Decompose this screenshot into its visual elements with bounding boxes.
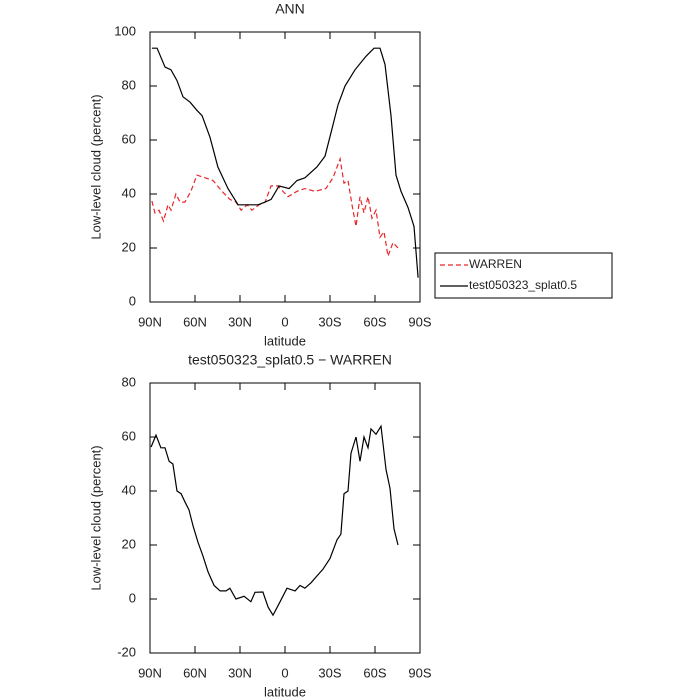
x-tick-label: 60S: [363, 314, 386, 329]
y-tick-label: 60: [122, 428, 136, 443]
x-tick-label: 30S: [318, 314, 341, 329]
x-tick-label: 30N: [228, 314, 252, 329]
y-tick-label: 80: [122, 374, 136, 389]
legend-label: test050323_splat0.5: [469, 278, 577, 292]
series-line: [151, 47, 419, 278]
y-tick-label: 40: [122, 482, 136, 497]
y-tick-label: 0: [129, 293, 136, 308]
x-tick-label: 90S: [408, 665, 431, 680]
legend-box: [434, 252, 613, 299]
x-tick-label: 60S: [363, 665, 386, 680]
x-tick-label: 0: [281, 665, 288, 680]
y-axis-label: Low-level cloud (percent): [88, 94, 103, 239]
y-tick-label: 80: [122, 77, 136, 92]
x-tick-label: 60N: [183, 314, 207, 329]
x-axis-label: latitude: [264, 333, 306, 348]
y-tick-label: 100: [114, 23, 136, 38]
x-tick-label: 0: [281, 314, 288, 329]
legend-label: WARREN: [469, 257, 522, 271]
y-tick-label: 60: [122, 131, 136, 146]
series-line: [150, 424, 399, 617]
y-tick-label: 40: [122, 185, 136, 200]
x-tick-label: 90N: [138, 665, 162, 680]
y-axis-label: Low-level cloud (percent): [88, 445, 103, 590]
x-tick-label: 90N: [138, 314, 162, 329]
x-tick-label: 30N: [228, 665, 252, 680]
plot-frame: [149, 31, 421, 303]
chart-title: test050323_splat0.5 − WARREN: [188, 352, 392, 368]
x-tick-label: 90S: [408, 314, 431, 329]
x-tick-label: 60N: [183, 665, 207, 680]
y-tick-label: 0: [129, 590, 136, 605]
y-tick-label: 20: [122, 239, 136, 254]
chart-title: ANN: [275, 1, 305, 17]
y-tick-label: 20: [122, 536, 136, 551]
series-line: [151, 156, 399, 259]
x-tick-label: 30S: [318, 665, 341, 680]
y-tick-label: -20: [117, 644, 136, 659]
x-axis-label: latitude: [264, 684, 306, 699]
